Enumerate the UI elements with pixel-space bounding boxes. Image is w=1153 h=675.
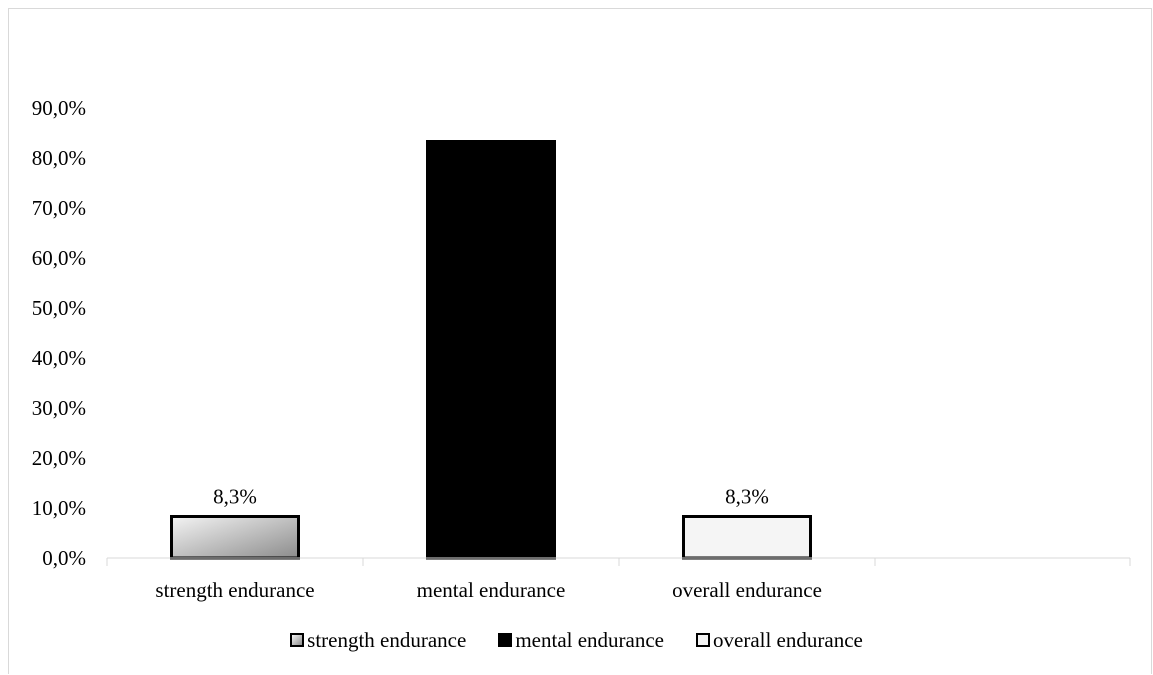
bar-mental-endurance <box>426 140 556 560</box>
bar-overall-endurance <box>682 515 812 560</box>
y-tick-label: 0,0% <box>42 546 86 570</box>
legend-label-strength-endurance: strength endurance <box>307 627 467 652</box>
data-label-strength-endurance: 8,3% <box>213 485 257 509</box>
legend-swatch-mental-endurance <box>498 633 513 647</box>
bar-strength-endurance <box>170 515 300 560</box>
y-tick-label: 10,0% <box>32 496 86 520</box>
y-tick-label: 70,0% <box>32 196 86 220</box>
bars <box>170 140 812 560</box>
y-axis-ticks: 0,0% 10,0% 20,0% 30,0% 40,0% 50,0% 60,0% 70,0% 8… <box>32 96 86 570</box>
legend-label-mental-endurance: mental endurance <box>515 627 664 652</box>
y-tick-label: 50,0% <box>32 296 86 320</box>
category-label-strength-endurance: strength endurance <box>155 578 314 602</box>
y-tick-label: 20,0% <box>32 446 86 470</box>
data-label-overall-endurance: 8,3% <box>725 485 769 509</box>
y-tick-label: 40,0% <box>32 346 86 370</box>
y-tick-label: 30,0% <box>32 396 86 420</box>
legend-swatch-overall-endurance <box>696 633 710 647</box>
category-label-overall-endurance: overall endurance <box>672 578 822 602</box>
legend-item-mental-endurance: mental endurance <box>498 628 664 653</box>
legend-swatch-strength-endurance <box>290 633 305 647</box>
legend-item-strength-endurance: strength endurance <box>290 628 466 653</box>
category-labels: strength endurance mental endurance overal… <box>155 578 822 602</box>
chart-frame <box>8 8 1152 674</box>
category-label-mental-endurance: mental endurance <box>417 578 566 602</box>
legend-label-overall-endurance: overall endurance <box>713 627 863 652</box>
legend: strength endurance mental endurance over… <box>0 624 1153 656</box>
y-tick-label: 90,0% <box>32 96 86 120</box>
x-axis <box>106 557 1131 566</box>
y-tick-label: 80,0% <box>32 146 86 170</box>
legend-item-overall-endurance: overall endurance <box>696 628 863 653</box>
data-labels: 8,3% 8,3% <box>213 485 769 509</box>
y-tick-label: 60,0% <box>32 246 86 270</box>
